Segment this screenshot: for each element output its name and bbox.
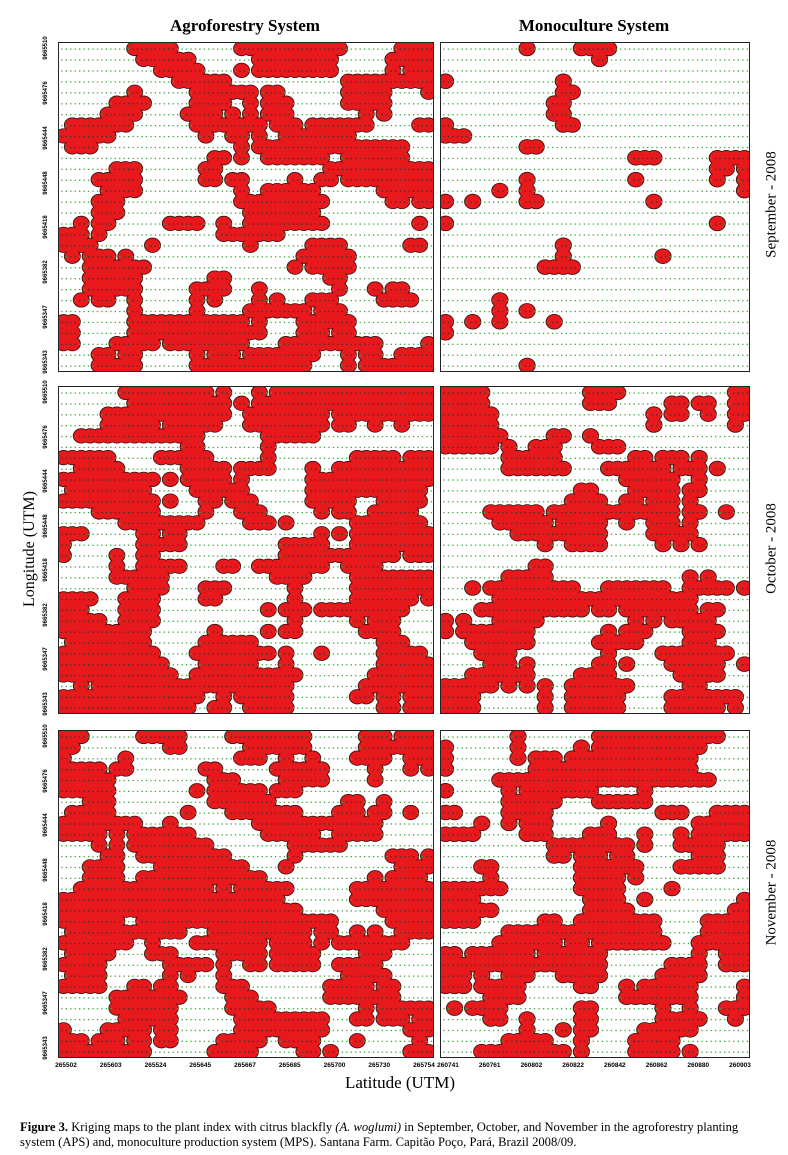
x-tick-label: 265685 (278, 1062, 301, 1069)
x-tick-label: 265754 (413, 1062, 435, 1069)
caption-text: Kriging maps to the plant index with cit… (68, 1120, 336, 1134)
kriging-map-agroforestry-september (58, 42, 434, 372)
kriging-map-monoculture-september (440, 42, 750, 372)
x-tick-label: 260903 (729, 1062, 751, 1069)
y-tick-label: 9665476 (43, 81, 49, 105)
y-tick-label: 9665444 (43, 126, 49, 150)
y-tick-label: 9665382 (43, 603, 49, 627)
y-tick-label: 9665476 (43, 424, 49, 449)
column-title-monoculture: Monoculture System (518, 16, 670, 35)
y-tick-label: 9665347 (43, 647, 49, 672)
figure-caption: Figure 3. Kriging maps to the plant inde… (20, 1120, 775, 1150)
y-tick-label: 9665476 (43, 768, 49, 793)
x-axis-label: Latitude (UTM) (345, 1073, 455, 1092)
column-title-agroforestry: Agroforestry System (170, 16, 320, 35)
infestation-area (441, 387, 749, 713)
x-tick-label: 265700 (323, 1062, 346, 1069)
x-tick-label: 260741 (437, 1062, 459, 1069)
caption-label: Figure 3. (20, 1120, 69, 1134)
x-tick-label: 260802 (520, 1062, 543, 1069)
kriging-map-agroforestry-october (58, 386, 434, 714)
x-tick-label: 265603 (99, 1062, 122, 1069)
x-tick-label: 260862 (645, 1062, 668, 1069)
infestation-area (59, 43, 433, 371)
x-tick-label: 260822 (562, 1062, 584, 1069)
sample-points (443, 736, 749, 1053)
y-axis-label: Longitude (UTM) (21, 491, 38, 607)
y-tick-label: 9665347 (43, 305, 49, 329)
kriging-map-monoculture-october (440, 386, 750, 714)
y-tick-label: 9665418 (43, 558, 49, 582)
month-label-october: October - 2008 (763, 503, 780, 594)
caption-species: (A. woglumi) (335, 1120, 402, 1134)
y-tick-label: 9665418 (43, 902, 49, 926)
y-tick-label: 9665444 (43, 813, 49, 837)
x-tick-label: 260842 (603, 1062, 626, 1069)
infestation-area (441, 43, 749, 371)
infestation-outline (441, 43, 749, 371)
infestation-area (59, 387, 433, 713)
sample-points (61, 48, 433, 367)
y-tick-label: 9665510 (43, 380, 49, 404)
y-tick-label: 9665347 (43, 991, 49, 1016)
infestation-area (59, 731, 433, 1057)
y-tick-label: 9665418 (43, 215, 49, 240)
sample-points (61, 392, 433, 709)
kriging-map-agroforestry-november (58, 730, 434, 1058)
y-tick-label: 9665444 (43, 469, 49, 493)
sample-points (61, 736, 433, 1053)
kriging-map-monoculture-november (440, 730, 750, 1058)
sample-points (443, 48, 749, 367)
month-label-november: November - 2008 (763, 839, 780, 946)
y-tick-label: 9665448 (43, 858, 49, 882)
x-tick-label: 265730 (368, 1062, 391, 1069)
x-tick-label: 265502 (55, 1062, 77, 1069)
y-tick-label: 9665510 (43, 36, 49, 60)
y-tick-label: 9665382 (43, 947, 49, 971)
x-tick-label: 260761 (478, 1062, 501, 1069)
month-label-september: September - 2008 (763, 151, 780, 258)
x-tick-label: 265645 (189, 1062, 212, 1069)
y-tick-label: 9665382 (43, 260, 49, 284)
infestation-area (441, 731, 749, 1057)
x-tick-label: 260880 (687, 1062, 710, 1069)
x-tick-label: 265524 (144, 1062, 167, 1069)
caption-text-end: in September, October, and November in t… (20, 1120, 739, 1149)
y-tick-label: 9665510 (43, 724, 49, 748)
x-tick-label: 265667 (234, 1062, 256, 1069)
sample-points (443, 392, 749, 709)
y-tick-label: 9665448 (43, 514, 49, 538)
y-tick-label: 9665448 (43, 170, 49, 195)
